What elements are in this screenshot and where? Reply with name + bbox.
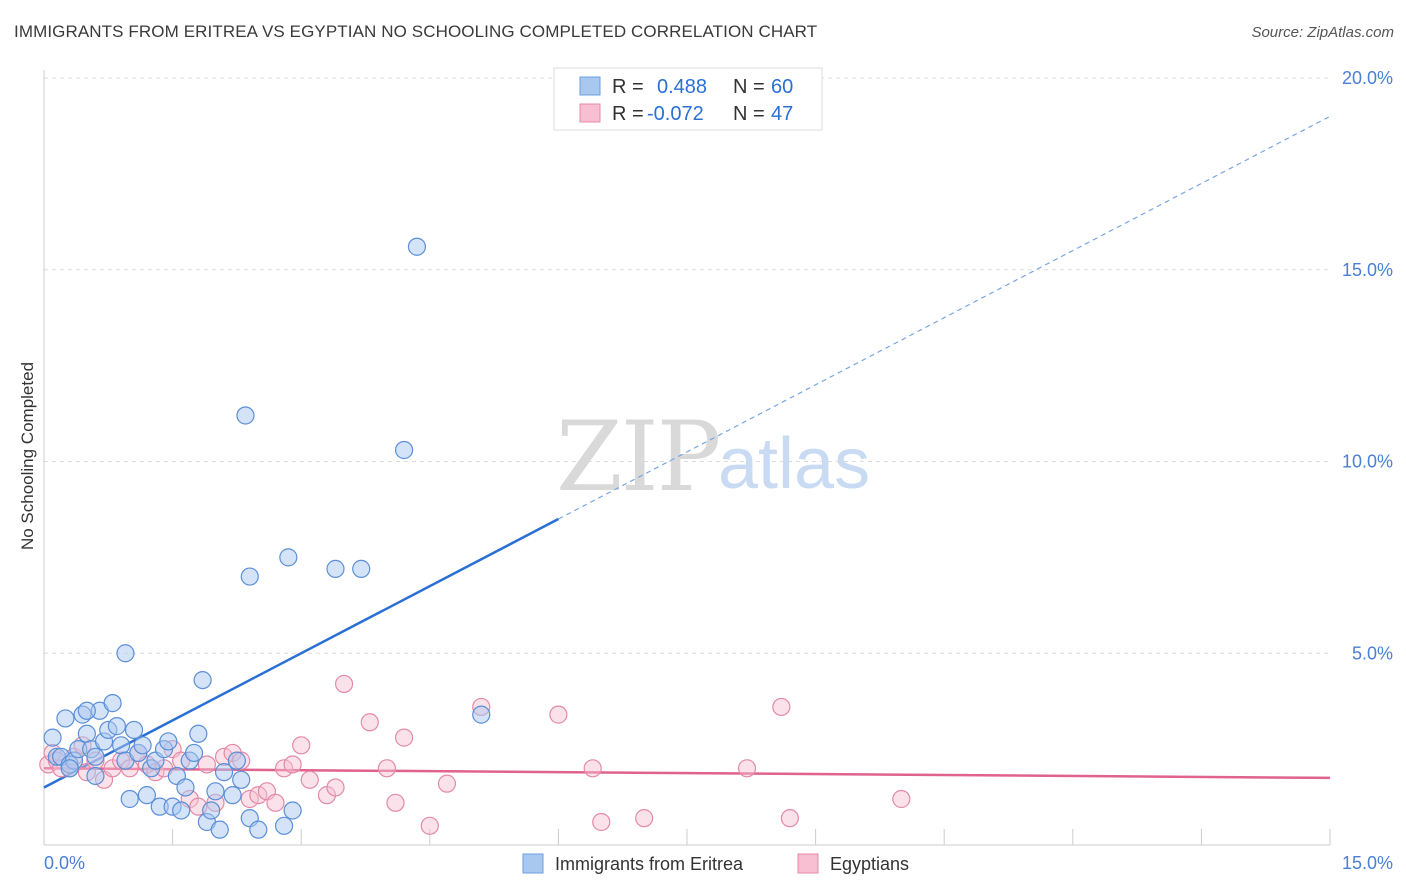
data-point-eritrea: [60, 759, 79, 778]
y-tick-label: 10.0%: [1342, 452, 1393, 472]
legend-n-value: 47: [771, 103, 793, 125]
data-point-egyptians: [300, 770, 319, 789]
legend-swatch-egyptians: [797, 853, 819, 874]
data-point-egyptians: [197, 755, 216, 774]
tick-layer: 5.0% 10.0% 15.0% 20.0% 0.0% 15.0%: [44, 68, 1393, 873]
legend-n-label: N =: [733, 103, 765, 125]
data-point-egyptians: [635, 809, 654, 828]
data-point-egyptians: [266, 793, 285, 812]
legend-r-value: 0.488: [657, 76, 707, 98]
data-point-egyptians: [334, 674, 354, 694]
data-point-eritrea: [86, 747, 105, 766]
data-point-eritrea: [176, 778, 195, 797]
stats-legend: R = 0.488 N = 60 R = -0.072 N = 47: [553, 67, 823, 131]
data-point-eritrea: [43, 728, 62, 747]
trend-line-egyptians: [43, 767, 1331, 780]
data-point-eritrea: [77, 724, 96, 743]
data-point-egyptians: [737, 759, 757, 778]
data-point-eritrea: [103, 694, 122, 713]
legend-swatch-eritrea: [579, 76, 601, 96]
data-point-egyptians: [292, 736, 311, 755]
series-eritrea: [43, 237, 491, 839]
data-point-eritrea: [249, 820, 268, 839]
legend-n-label: N =: [733, 76, 765, 98]
data-point-egyptians: [772, 697, 791, 717]
y-tick-label: 20.0%: [1342, 68, 1393, 88]
data-point-eritrea: [240, 567, 259, 586]
x-tick-label: 15.0%: [1342, 853, 1393, 873]
data-point-eritrea: [274, 816, 294, 835]
data-point-eritrea: [184, 743, 204, 763]
data-point-eritrea: [124, 720, 144, 740]
data-point-eritrea: [120, 789, 139, 809]
chart-title: IMMIGRANTS FROM ERITREA VS EGYPTIAN NO S…: [14, 22, 818, 41]
data-point-eritrea: [232, 770, 251, 789]
legend-r-value: -0.072: [647, 103, 704, 125]
data-point-eritrea: [86, 766, 105, 786]
watermark-zip: ZIP: [556, 401, 719, 513]
legend-r-label: R =: [612, 76, 644, 98]
data-point-eritrea: [116, 644, 135, 663]
data-point-eritrea: [112, 736, 131, 755]
data-point-egyptians: [386, 793, 405, 812]
data-point-eritrea: [107, 717, 126, 736]
legend-label-egyptians: Egyptians: [830, 854, 909, 874]
data-point-eritrea: [394, 440, 414, 460]
data-point-egyptians: [420, 816, 439, 835]
data-point-eritrea: [214, 763, 234, 782]
data-point-egyptians: [549, 705, 568, 724]
data-point-eritrea: [206, 782, 225, 801]
data-point-eritrea: [56, 709, 75, 728]
data-point-eritrea: [133, 736, 152, 755]
data-point-eritrea: [227, 751, 246, 770]
data-point-eritrea: [352, 559, 371, 578]
axis-layer: [43, 70, 1331, 846]
legend-n-value: 60: [771, 76, 793, 98]
data-point-eritrea: [283, 801, 302, 820]
watermark-atlas: atlas: [718, 424, 870, 504]
y-tick-label: 15.0%: [1342, 260, 1393, 280]
data-point-eritrea: [189, 724, 208, 743]
data-point-eritrea: [193, 670, 212, 690]
data-point-egyptians: [377, 759, 397, 778]
data-point-eritrea: [159, 732, 178, 751]
data-point-egyptians: [780, 809, 799, 828]
legend-label-eritrea: Immigrants from Eritrea: [555, 854, 744, 874]
data-point-eritrea: [407, 237, 427, 256]
data-point-egyptians: [583, 759, 602, 778]
data-point-eritrea: [172, 801, 191, 820]
data-point-egyptians: [394, 728, 414, 747]
data-point-eritrea: [137, 786, 156, 805]
legend-swatch-egyptians: [579, 103, 601, 123]
series-legend: Immigrants from Eritrea Egyptians: [522, 853, 909, 874]
trend-line-eritrea-projection: [558, 115, 1331, 520]
data-point-egyptians: [283, 755, 302, 774]
watermark: ZIP atlas: [556, 401, 870, 513]
data-point-eritrea: [223, 786, 242, 805]
data-point-egyptians: [326, 778, 345, 797]
data-point-egyptians: [274, 759, 294, 778]
source-credit: Source: ZipAtlas.com: [1251, 24, 1394, 41]
data-point-egyptians: [592, 812, 611, 832]
data-point-egyptians: [360, 713, 379, 732]
x-tick-label: 0.0%: [44, 853, 85, 873]
data-point-eritrea: [77, 701, 96, 720]
data-point-egyptians: [892, 789, 911, 809]
trend-layer: [43, 115, 1331, 789]
data-point-egyptians: [240, 789, 259, 809]
data-point-eritrea: [236, 406, 255, 425]
data-point-eritrea: [472, 705, 491, 724]
legend-r-label: R =: [612, 103, 644, 125]
data-point-eritrea: [279, 548, 298, 567]
data-point-eritrea: [202, 801, 221, 820]
y-tick-label: 5.0%: [1352, 643, 1393, 663]
legend-swatch-eritrea: [522, 853, 544, 874]
data-point-egyptians: [249, 786, 268, 805]
data-point-eritrea: [326, 559, 345, 578]
data-point-eritrea: [210, 820, 229, 839]
grid-layer: [44, 77, 1330, 654]
y-axis-title: No Schooling Completed: [18, 362, 37, 550]
data-point-egyptians: [437, 774, 457, 793]
